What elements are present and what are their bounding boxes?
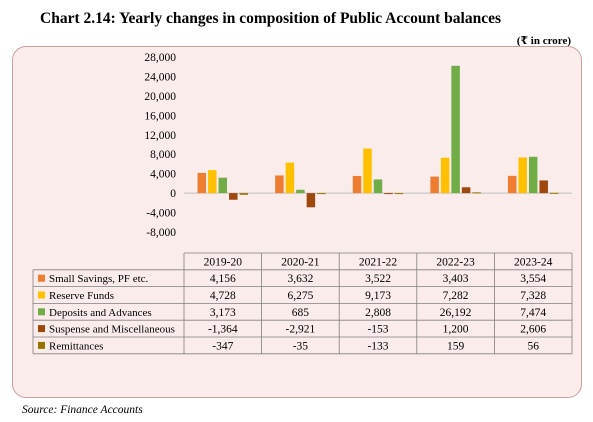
bar [518,157,527,194]
bar [472,192,481,194]
bar [208,170,217,194]
legend-swatch [38,308,45,316]
bar [549,192,559,194]
bar [394,193,404,195]
data-label: 4,728 [210,290,236,302]
bar [218,177,228,194]
bar [275,175,284,194]
data-label: 159 [447,340,465,352]
bar [384,193,393,195]
y-tick-label: 4,000 [150,169,176,181]
category-label: 2021-22 [359,256,398,268]
bar [197,172,207,194]
legend-swatch [38,291,45,299]
legend-label: Suspense and Miscellaneous [49,324,175,336]
legend-label: Deposits and Advances [49,307,152,319]
legend-label: Remittances [49,340,103,352]
bar [451,65,460,194]
bar [363,148,372,194]
data-label: 2,606 [520,324,546,336]
data-label: 3,554 [520,273,546,285]
y-tick-label: 20,000 [144,91,176,103]
y-tick-label: 24,000 [144,71,176,83]
chart-panel [12,46,582,398]
chart-title: Chart 2.14: Yearly changes in compositio… [40,10,501,27]
data-label: 56 [527,340,539,352]
category-label: 2019-20 [204,256,243,268]
data-label: 4,156 [210,273,236,285]
data-label: 1,200 [443,324,469,336]
category-label: 2020-21 [281,256,320,268]
bar [373,179,383,194]
data-label: 3,522 [365,273,391,285]
source-note: Source: Finance Accounts [22,404,143,416]
data-label: 7,474 [520,307,546,319]
legend-swatch [38,274,45,282]
data-label: -347 [212,340,233,352]
y-tick-label: -8,000 [146,227,176,239]
unit-note: (₹ in crore) [516,35,571,47]
data-label: 3,173 [210,307,236,319]
data-label: 3,632 [287,273,313,285]
data-label: 7,282 [443,290,469,302]
data-label: -2,921 [286,324,316,336]
data-label: 7,328 [520,290,546,302]
bar [528,156,538,194]
bar [306,193,316,208]
category-label: 2023-24 [514,256,553,268]
legend-swatch [38,341,45,349]
legend-swatch [38,325,45,333]
data-label: -153 [367,324,388,336]
bar [430,176,439,194]
bar [461,187,471,194]
category-label: 2022-23 [436,256,475,268]
y-tick-label: -4,000 [146,208,176,220]
data-label: 2,808 [365,307,391,319]
y-tick-label: 28,000 [144,52,176,64]
bar [239,193,249,195]
y-tick-label: 16,000 [144,110,176,122]
bar [229,193,238,200]
data-label: 685 [292,307,310,319]
legend-label: Small Savings, PF etc. [49,273,149,285]
legend-label: Reserve Funds [49,290,114,302]
bar [317,193,326,195]
bar [296,189,305,194]
data-label: 9,173 [365,290,391,302]
bar [440,157,450,194]
y-tick-label: 12,000 [144,130,176,142]
bar [507,175,517,194]
data-label: 3,403 [443,273,469,285]
data-label: -1,364 [208,324,238,336]
data-label: -35 [293,340,309,352]
data-label: 26,192 [440,307,472,319]
data-label: 6,275 [287,290,313,302]
bar [285,162,295,194]
y-tick-label: 0 [170,188,176,200]
y-tick-label: 8,000 [150,149,176,161]
bar [352,175,362,194]
bar [539,180,548,194]
data-label: -133 [367,340,388,352]
